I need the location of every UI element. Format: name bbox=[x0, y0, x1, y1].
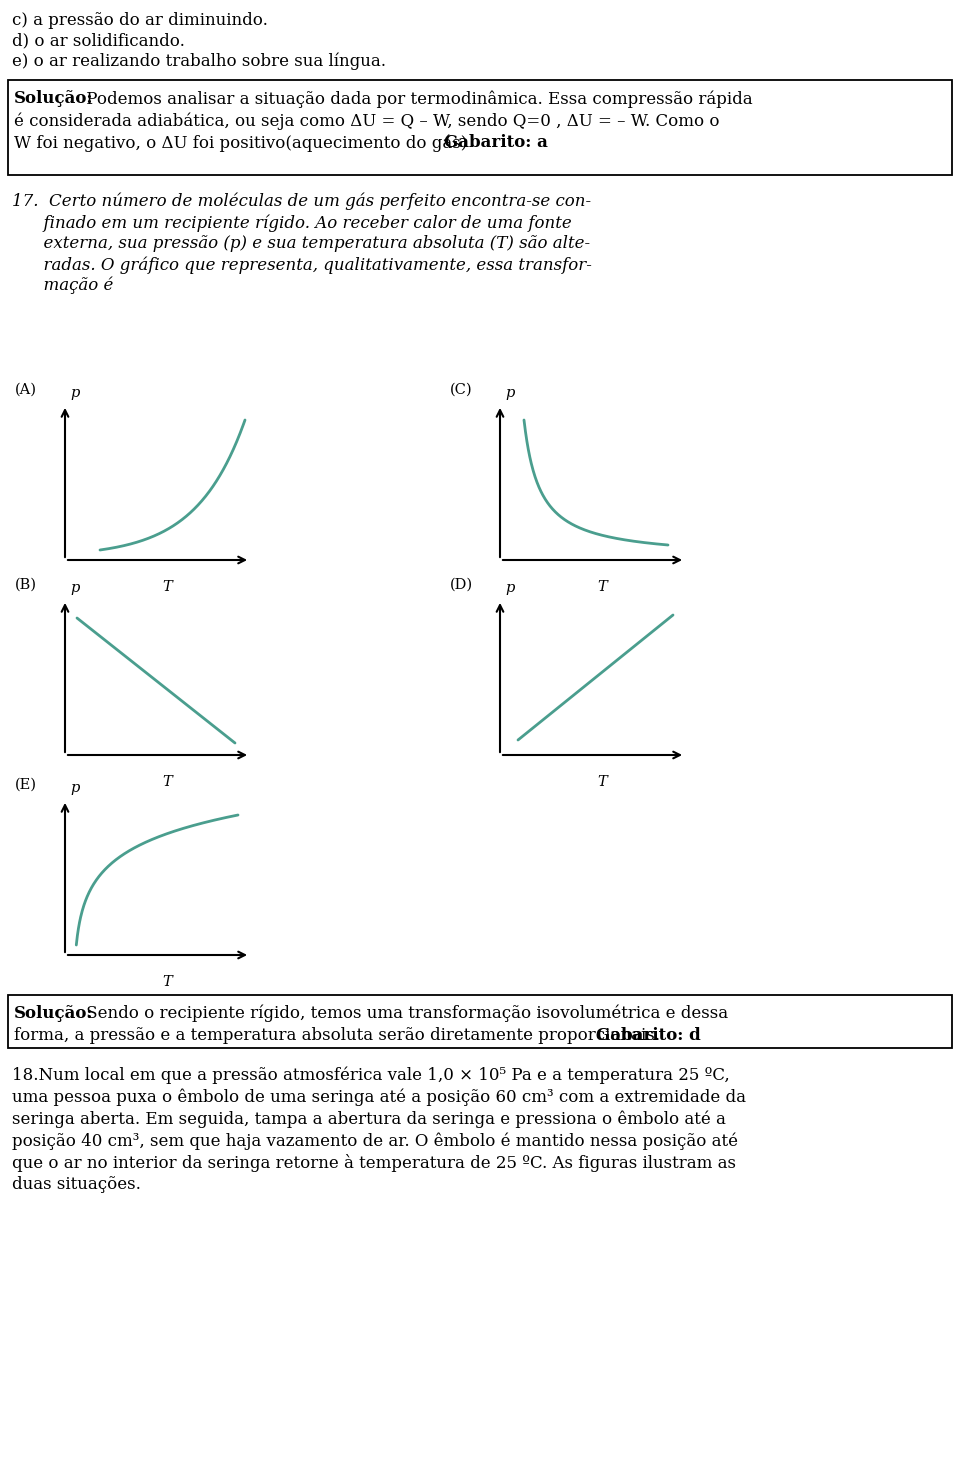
Text: e) o ar realizando trabalho sobre sua língua.: e) o ar realizando trabalho sobre sua lí… bbox=[12, 53, 386, 70]
Text: p: p bbox=[70, 782, 80, 795]
Text: posição 40 cm³, sem que haja vazamento de ar. O êmbolo é mantido nessa posição a: posição 40 cm³, sem que haja vazamento d… bbox=[12, 1132, 738, 1150]
FancyBboxPatch shape bbox=[8, 80, 952, 175]
Text: Gabarito: d: Gabarito: d bbox=[596, 1027, 701, 1045]
Text: c) a pressão do ar diminuindo.: c) a pressão do ar diminuindo. bbox=[12, 12, 268, 29]
Text: 18.Num local em que a pressão atmosférica vale 1,0 × 10⁵ Pa e a temperatura 25 º: 18.Num local em que a pressão atmosféric… bbox=[12, 1067, 730, 1084]
Text: T: T bbox=[597, 774, 607, 789]
Text: Solução:: Solução: bbox=[14, 1005, 93, 1023]
Text: T: T bbox=[162, 580, 172, 595]
Text: seringa aberta. Em seguida, tampa a abertura da seringa e pressiona o êmbolo até: seringa aberta. Em seguida, tampa a aber… bbox=[12, 1110, 726, 1128]
Text: (B): (B) bbox=[15, 579, 37, 592]
Text: d) o ar solidificando.: d) o ar solidificando. bbox=[12, 32, 185, 50]
Text: (A): (A) bbox=[15, 383, 37, 397]
Text: que o ar no interior da seringa retorne à temperatura de 25 ºC. As figuras ilust: que o ar no interior da seringa retorne … bbox=[12, 1154, 736, 1172]
Text: uma pessoa puxa o êmbolo de uma seringa até a posição 60 cm³ com a extremidade d: uma pessoa puxa o êmbolo de uma seringa … bbox=[12, 1088, 746, 1106]
Text: Solução:: Solução: bbox=[14, 91, 93, 107]
Text: T: T bbox=[597, 580, 607, 595]
Text: finado em um recipiente rígido. Ao receber calor de uma fonte: finado em um recipiente rígido. Ao receb… bbox=[12, 213, 572, 231]
Text: Gabarito: a: Gabarito: a bbox=[444, 134, 548, 150]
Text: p: p bbox=[505, 581, 515, 595]
Text: forma, a pressão e a temperatura absoluta serão diretamente proporcionais.: forma, a pressão e a temperatura absolut… bbox=[14, 1027, 660, 1045]
Text: Sendo o recipiente rígido, temos uma transformação isovolumétrica e dessa: Sendo o recipiente rígido, temos uma tra… bbox=[81, 1005, 728, 1023]
Text: W foi negativo, o ΔU foi positivo(aquecimento do gás): W foi negativo, o ΔU foi positivo(aqueci… bbox=[14, 134, 493, 152]
Text: p: p bbox=[505, 386, 515, 400]
Text: T: T bbox=[162, 974, 172, 989]
Text: (E): (E) bbox=[15, 779, 37, 792]
Text: 17.  Certo número de moléculas de um gás perfeito encontra-se con-: 17. Certo número de moléculas de um gás … bbox=[12, 193, 591, 210]
Text: é considerada adiabática, ou seja como ΔU = Q – W, sendo Q=0 , ΔU = – W. Como o: é considerada adiabática, ou seja como Δ… bbox=[14, 112, 719, 130]
Text: p: p bbox=[70, 386, 80, 400]
Text: externa, sua pressão (p) e sua temperatura absoluta (T) são alte-: externa, sua pressão (p) e sua temperatu… bbox=[12, 235, 590, 251]
Text: Podemos analisar a situação dada por termodinâmica. Essa compressão rápida: Podemos analisar a situação dada por ter… bbox=[81, 91, 753, 108]
Text: duas situações.: duas situações. bbox=[12, 1176, 141, 1194]
Text: p: p bbox=[70, 581, 80, 595]
Text: (C): (C) bbox=[450, 383, 472, 397]
FancyBboxPatch shape bbox=[8, 995, 952, 1048]
Text: (D): (D) bbox=[450, 579, 473, 592]
Text: mação é: mação é bbox=[12, 278, 113, 295]
Text: radas. O gráfico que representa, qualitativamente, essa transfor-: radas. O gráfico que representa, qualita… bbox=[12, 256, 592, 273]
Text: T: T bbox=[162, 774, 172, 789]
